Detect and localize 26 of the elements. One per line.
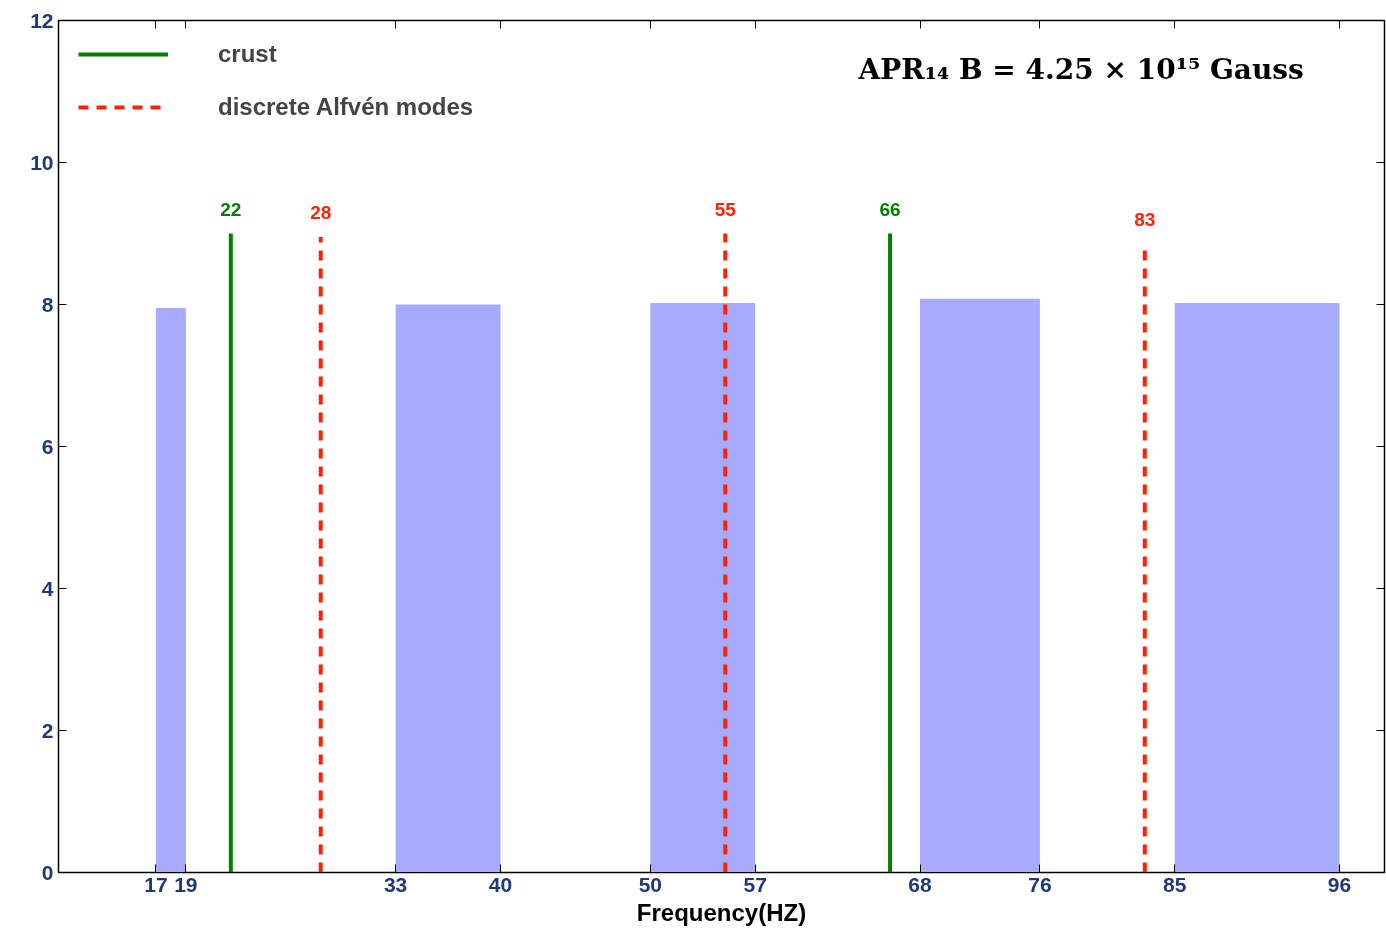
x-tick-label: 33 xyxy=(383,872,408,896)
annotation: 66 xyxy=(879,198,901,220)
x-axis-title: Frequency(HZ) xyxy=(636,898,807,926)
y-tick-label: 8 xyxy=(41,292,54,316)
legend-label: discrete Alfvén modes xyxy=(218,93,474,121)
x-tick-label: 96 xyxy=(1327,872,1352,896)
y-tick-label: 2 xyxy=(41,718,54,742)
x-tick-label: 50 xyxy=(638,872,663,896)
y-tick-label: 12 xyxy=(30,8,54,32)
annotation: 22 xyxy=(220,198,242,220)
annotation: 55 xyxy=(714,198,737,220)
text: APR₁₄ B = 4.25 × 10¹⁵ Gauss xyxy=(857,52,1304,86)
x-tick-label: 68 xyxy=(908,872,933,896)
x-tick-label: 19 xyxy=(174,872,198,896)
annotation: 83 xyxy=(1134,209,1156,231)
x-tick-label: 17 xyxy=(144,872,168,896)
x-tick-label: 57 xyxy=(743,872,767,896)
x-tick-label: 76 xyxy=(1028,872,1052,896)
x-tick-label: 85 xyxy=(1163,872,1187,896)
annotation: 28 xyxy=(310,202,332,224)
y-tick-label: 4 xyxy=(41,576,54,600)
y-tick-label: 6 xyxy=(41,434,54,458)
y-tick-label: 10 xyxy=(30,150,54,174)
y-tick-label: 0 xyxy=(41,860,54,884)
legend-label: crust xyxy=(218,40,277,68)
x-tick-label: 40 xyxy=(488,872,513,896)
